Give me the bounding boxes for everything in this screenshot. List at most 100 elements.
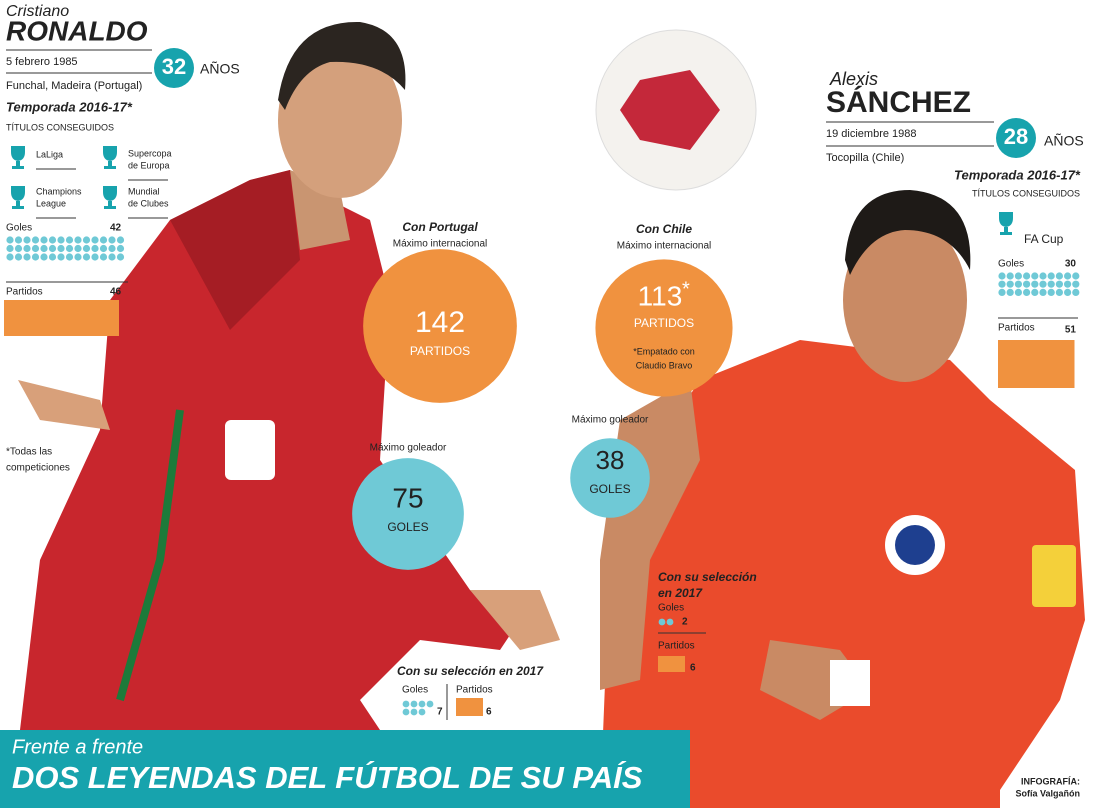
goal-dot <box>99 236 108 244</box>
title-name: Mundial <box>128 186 160 196</box>
goal-dot <box>40 244 48 253</box>
credit-label: INFOGRAFÍA: <box>1021 776 1080 786</box>
trophy-icon <box>999 212 1013 235</box>
caps-value: 142 <box>415 306 465 339</box>
goal-dot <box>1039 280 1047 288</box>
goal-dot <box>426 700 434 708</box>
goal-dot <box>1006 280 1014 288</box>
goal-dot <box>658 618 666 626</box>
birth-place: Funchal, Madeira (Portugal) <box>6 80 142 92</box>
goal-dot <box>14 244 23 253</box>
goal-dot <box>99 253 108 261</box>
goals-value: 75 <box>392 482 423 513</box>
goal-dot <box>1006 288 1014 296</box>
age-badge <box>996 118 1036 158</box>
season-title: Temporada 2016-17* <box>6 99 133 114</box>
goal-dot <box>108 244 116 253</box>
goal-dot <box>418 700 426 708</box>
age-badge <box>154 48 194 88</box>
goal-dot <box>402 700 410 708</box>
caps-unit: PARTIDOS <box>634 316 694 330</box>
goal-dot <box>40 236 48 244</box>
goals-unit: GOLES <box>387 520 428 534</box>
goal-dot <box>1064 272 1072 280</box>
season-title: Temporada 2016-17* <box>954 167 1081 182</box>
first-name: Alexis <box>829 69 878 89</box>
goal-dot <box>6 244 14 253</box>
title-name: de Europa <box>128 160 170 170</box>
title-name: FA Cup <box>1024 232 1064 246</box>
matches-label: Partidos <box>6 287 43 298</box>
birth-place: Tocopilla (Chile) <box>826 152 904 164</box>
goal-dot <box>1072 272 1080 280</box>
headline: DOS LEYENDAS DEL FÚTBOL DE SU PAÍS <box>12 760 643 795</box>
goal-dot <box>31 236 40 244</box>
last-name: RONALDO <box>6 15 148 46</box>
title-name: LaLiga <box>36 149 63 159</box>
goal-dot <box>116 244 125 253</box>
caps-label: Máximo internacional <box>393 239 488 250</box>
goal-dot <box>74 253 82 261</box>
goal-dot <box>99 244 108 253</box>
year-heading: Con su selección <box>658 570 757 584</box>
goal-dot <box>91 253 99 261</box>
ronaldo-photo <box>18 21 560 730</box>
goal-dot <box>65 236 74 244</box>
footer-band <box>0 730 690 808</box>
matches-bar <box>4 300 119 336</box>
matches-bar <box>658 656 685 672</box>
scorer-label: Máximo goleador <box>370 443 447 454</box>
birth-date: 19 diciembre 1988 <box>826 128 917 140</box>
goals-value: 38 <box>596 445 625 475</box>
goal-dot <box>402 708 410 716</box>
goal-dot <box>998 288 1006 296</box>
year-heading: Con su selección en 2017 <box>397 664 544 678</box>
matches-bar <box>456 698 483 716</box>
goals-unit: GOLES <box>589 482 630 496</box>
goal-dot <box>91 236 99 244</box>
last-name: SÁNCHEZ <box>826 85 971 119</box>
caps-label: Máximo internacional <box>617 241 712 252</box>
title-name: de Clubes <box>128 198 169 208</box>
matches: 51 <box>1065 325 1077 336</box>
caps-value: 113 <box>638 280 683 311</box>
year-matches-label: Partidos <box>658 641 695 652</box>
year-goals-label: Goles <box>402 685 428 696</box>
goal-dot <box>1047 272 1055 280</box>
goal-dot <box>1047 288 1055 296</box>
trophy-icon <box>11 186 25 209</box>
goal-dot <box>65 244 74 253</box>
goal-dot <box>48 244 57 253</box>
goal-dot <box>14 253 23 261</box>
goal-dot <box>82 253 91 261</box>
goals: 30 <box>1065 259 1077 270</box>
goal-dot <box>57 244 65 253</box>
matches-label: Partidos <box>998 323 1035 334</box>
goal-dot <box>31 253 40 261</box>
goal-dot <box>1014 288 1023 296</box>
goal-dot <box>48 253 57 261</box>
age: 32 <box>162 54 186 79</box>
goal-dot <box>1014 280 1023 288</box>
goal-dot <box>23 244 31 253</box>
goal-dot <box>74 244 82 253</box>
goal-dot <box>1055 280 1063 288</box>
goal-dot <box>998 280 1006 288</box>
caps-note: Claudio Bravo <box>636 360 693 370</box>
year-matches: 6 <box>486 707 492 718</box>
title-name: Champions <box>36 186 82 196</box>
goal-dot <box>74 236 82 244</box>
title-name: Supercopa <box>128 148 172 158</box>
year-heading: en 2017 <box>658 586 703 600</box>
goal-dot <box>82 244 91 253</box>
year-goals-label: Goles <box>658 603 684 614</box>
credit-name: Sofía Valgañón <box>1015 788 1080 798</box>
goals-label: Goles <box>998 259 1024 270</box>
trophy-icon <box>11 146 25 169</box>
goal-dot <box>410 708 418 716</box>
goal-dot <box>23 253 31 261</box>
goal-dot <box>1023 288 1031 296</box>
age: 28 <box>1004 124 1028 149</box>
bubble <box>570 438 650 518</box>
